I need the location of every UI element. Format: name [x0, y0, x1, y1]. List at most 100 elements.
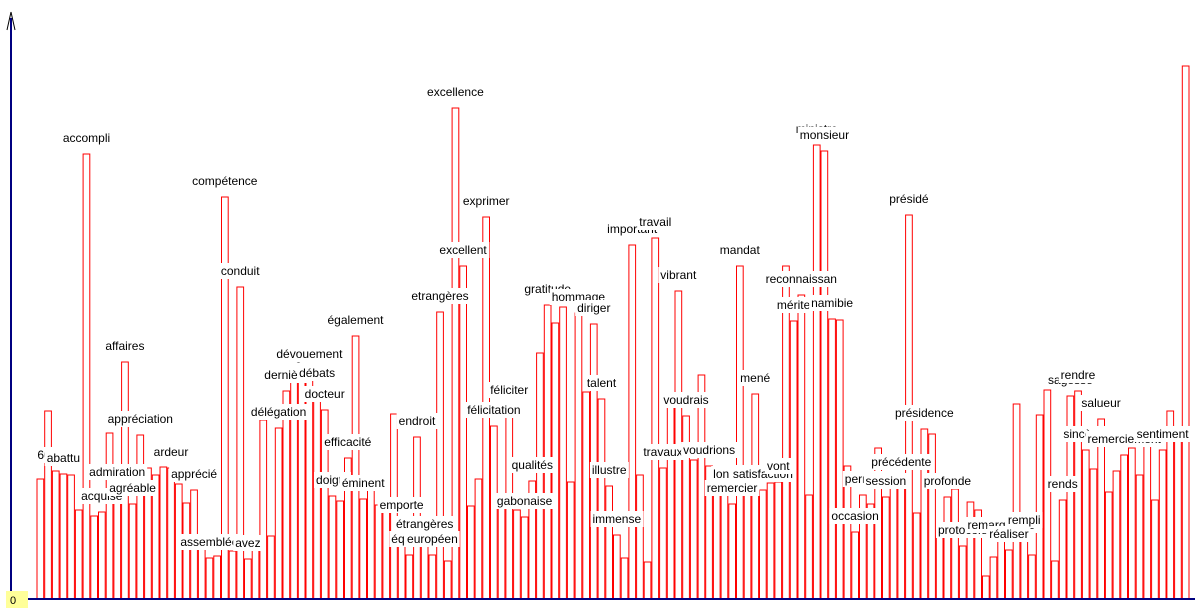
bar	[620, 557, 629, 600]
bar	[497, 506, 506, 600]
bar	[1089, 468, 1098, 600]
word-label-text: également	[327, 313, 384, 327]
word-label-text: étrangères	[396, 517, 453, 531]
word-label: voudrions	[681, 442, 738, 458]
bar	[244, 558, 252, 600]
word-label: mérite	[774, 297, 813, 313]
word-label-bg	[44, 450, 83, 466]
bar	[889, 473, 898, 600]
word-label: également	[325, 312, 387, 328]
bar	[436, 311, 444, 600]
word-label-bg	[409, 288, 471, 304]
word-label-bg	[1058, 367, 1098, 383]
word-label-bg	[465, 402, 523, 418]
word-label: compétence	[190, 173, 260, 189]
bar	[336, 500, 344, 600]
word-label: etrangères	[409, 288, 471, 304]
word-label-bg	[103, 338, 147, 354]
bar	[36, 478, 45, 600]
bar	[467, 505, 475, 600]
word-label-text: etrangères	[411, 289, 468, 303]
word-label-bg	[1079, 395, 1123, 411]
bar	[1051, 560, 1059, 600]
word-label-text: gabonaise	[497, 494, 553, 508]
word-label-text: sentiment	[1137, 427, 1190, 441]
word-label-text: endroit	[399, 414, 436, 428]
bar	[236, 286, 245, 600]
word-label-bg	[377, 497, 426, 513]
word-label-text: conduit	[221, 264, 260, 278]
bar	[1043, 389, 1052, 600]
word-label-text: délégation	[251, 405, 306, 419]
word-label-bg	[829, 508, 881, 524]
word-label-bg	[394, 516, 456, 532]
bar	[982, 575, 990, 600]
bar	[1081, 449, 1090, 600]
word-label: mandat	[717, 242, 763, 258]
bar	[1035, 414, 1044, 600]
word-label-bg	[396, 413, 438, 429]
bar	[597, 398, 606, 600]
word-label-bg	[763, 271, 839, 287]
word-label-text: voudrais	[663, 393, 708, 407]
word-label-bg	[661, 392, 711, 408]
bar	[513, 509, 521, 600]
word-label-bg	[584, 375, 619, 391]
word-label: rends	[1045, 476, 1080, 492]
word-label: abattu	[44, 450, 83, 466]
bar	[51, 470, 60, 600]
bar	[766, 482, 775, 600]
word-label-text: agréable	[109, 481, 156, 495]
bar	[897, 477, 906, 600]
word-label: session	[863, 473, 909, 489]
bar	[566, 481, 575, 600]
bar	[820, 150, 829, 600]
word-label: précédente	[869, 454, 934, 470]
word-label-bg	[704, 480, 760, 496]
word-label-text: excellent	[439, 243, 487, 257]
word-label: travail	[637, 214, 674, 230]
word-label-text: apprécié	[171, 467, 217, 481]
bar	[958, 545, 967, 600]
bar	[1158, 449, 1167, 600]
word-label-bg	[658, 267, 699, 283]
bar	[282, 390, 291, 600]
bar	[205, 557, 214, 600]
word-label-text: réaliser	[989, 527, 1028, 541]
bar	[274, 427, 283, 600]
word-label-bg	[107, 480, 159, 496]
bar	[367, 487, 375, 600]
word-label: affaires	[103, 338, 147, 354]
bar	[420, 539, 429, 600]
bar	[251, 545, 260, 600]
word-label: immense	[590, 511, 644, 527]
bar	[536, 352, 544, 600]
origin-box	[6, 591, 28, 608]
bar	[167, 467, 175, 600]
word-label: emporte	[377, 497, 426, 513]
bar	[1012, 403, 1021, 600]
word-label: excellent	[437, 242, 490, 258]
word-label: délégation	[248, 404, 309, 420]
word-label-bg	[218, 263, 263, 279]
bar	[520, 516, 529, 600]
word-label-text: dévouement	[276, 347, 343, 361]
word-label: salueur	[1079, 395, 1123, 411]
word-label: mené	[738, 370, 773, 386]
word-label-text: présidence	[895, 406, 954, 420]
word-label-text: excellence	[427, 85, 484, 99]
bar	[797, 294, 806, 600]
word-label-bg	[717, 242, 763, 258]
word-label: féliciter	[488, 382, 531, 398]
word-label: monsieur	[797, 127, 852, 143]
word-label: vibrant	[658, 267, 699, 283]
word-label-text: rempli	[1008, 513, 1041, 527]
word-label: remercier	[704, 480, 760, 496]
bar	[44, 410, 52, 600]
bar	[98, 511, 106, 600]
bar	[443, 560, 452, 600]
word-label-text: reconnaissan	[766, 272, 837, 286]
bar	[105, 432, 114, 600]
word-label-bg	[151, 444, 191, 460]
bar	[782, 265, 790, 600]
